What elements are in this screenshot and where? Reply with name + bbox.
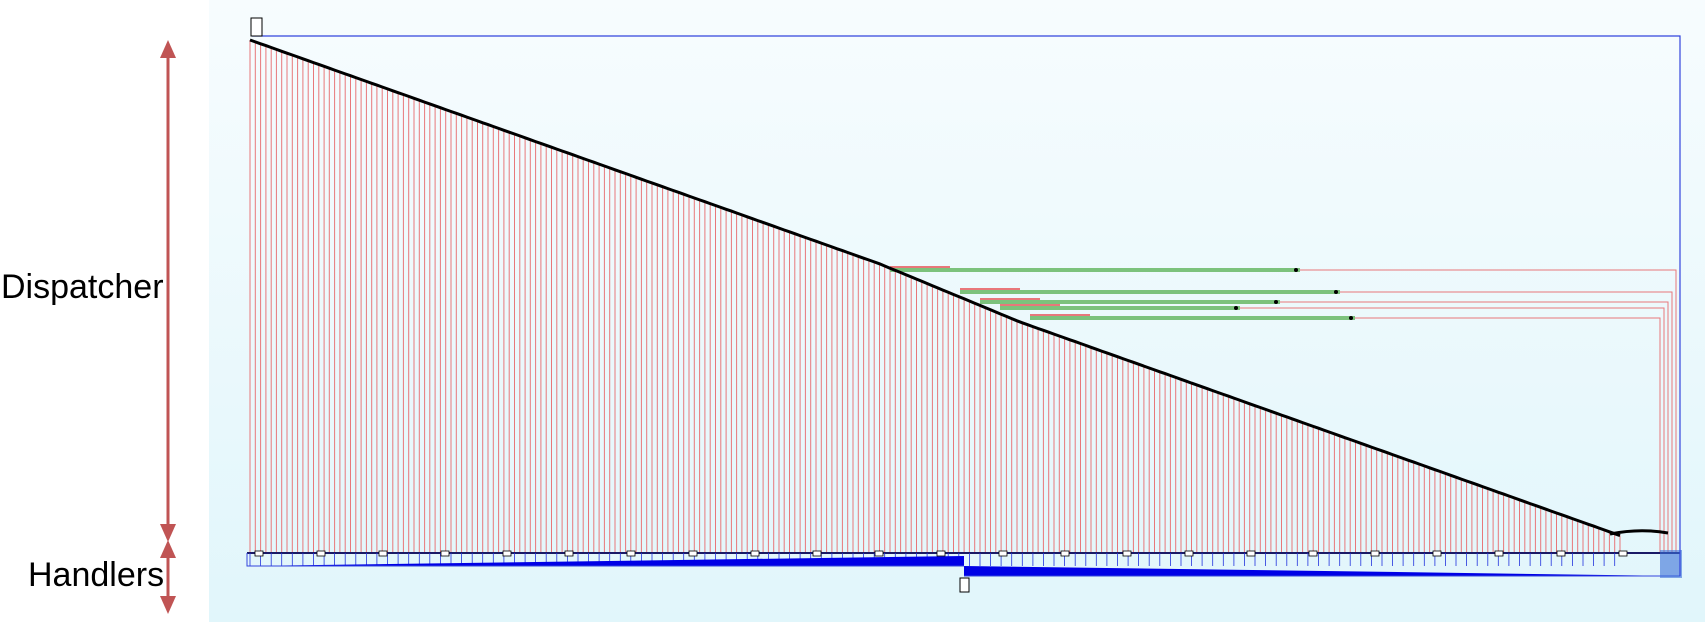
handler-node — [254, 550, 264, 557]
handler-node — [1060, 550, 1070, 557]
handler-node — [874, 550, 884, 557]
dispatcher-arrowhead-top — [160, 40, 176, 58]
nested-end-node — [1349, 316, 1353, 320]
dispatch-branches — [249, 40, 1669, 553]
handler-node — [1184, 550, 1194, 557]
handler-node — [688, 550, 698, 557]
handler-node — [1122, 550, 1132, 557]
handler-node — [1370, 550, 1380, 557]
frame-top-right — [252, 35, 1681, 576]
dispatch-node-chain — [249, 38, 1621, 538]
nested-end-node — [1294, 268, 1298, 272]
nested-return-path — [1340, 291, 1673, 553]
handler-node — [1494, 550, 1504, 557]
dispatcher-arrowhead-bottom — [160, 524, 176, 542]
diagram-background — [209, 0, 1705, 622]
handler-node — [378, 550, 388, 557]
handler-sink-node — [959, 577, 970, 593]
dispatch-nodes — [249, 17, 1669, 593]
handler-node — [812, 550, 822, 557]
nested-end-node — [1334, 290, 1338, 294]
handler-node — [440, 550, 450, 557]
nested-end-node — [1234, 306, 1238, 310]
handlers-arrowhead-bottom — [160, 596, 176, 614]
nested-return-path — [1280, 301, 1669, 553]
nested-branches — [890, 266, 1677, 553]
handler-bus-left — [247, 556, 964, 566]
handler-node — [1246, 550, 1256, 557]
handler-node — [1556, 550, 1566, 557]
dispatcher-root-node — [250, 17, 263, 37]
handler-node — [316, 550, 326, 557]
handler-node — [998, 550, 1008, 557]
handler-bus-edge-left — [246, 553, 964, 567]
nested-return-path — [1355, 317, 1661, 553]
handler-node — [750, 550, 760, 557]
handler-bus-right — [964, 566, 1680, 576]
handler-node — [502, 550, 512, 557]
outer-frame — [252, 35, 1681, 576]
handler-node — [1618, 550, 1628, 557]
handler-node — [1432, 550, 1442, 557]
handlers-arrowhead-top — [160, 540, 176, 558]
handler-node — [1308, 550, 1318, 557]
handler-node — [564, 550, 574, 557]
range-arrows — [160, 40, 176, 614]
nested-return-path — [1240, 307, 1665, 553]
handlers-label: Handlers — [28, 556, 165, 594]
dispatch-tail — [1609, 529, 1669, 536]
dispatcher-label: Dispatcher — [1, 268, 164, 306]
nested-end-node — [1274, 300, 1278, 304]
handler-cluster — [1660, 550, 1682, 578]
handler-node — [936, 550, 946, 557]
nested-return-path — [1300, 269, 1677, 553]
handler-node — [626, 550, 636, 557]
